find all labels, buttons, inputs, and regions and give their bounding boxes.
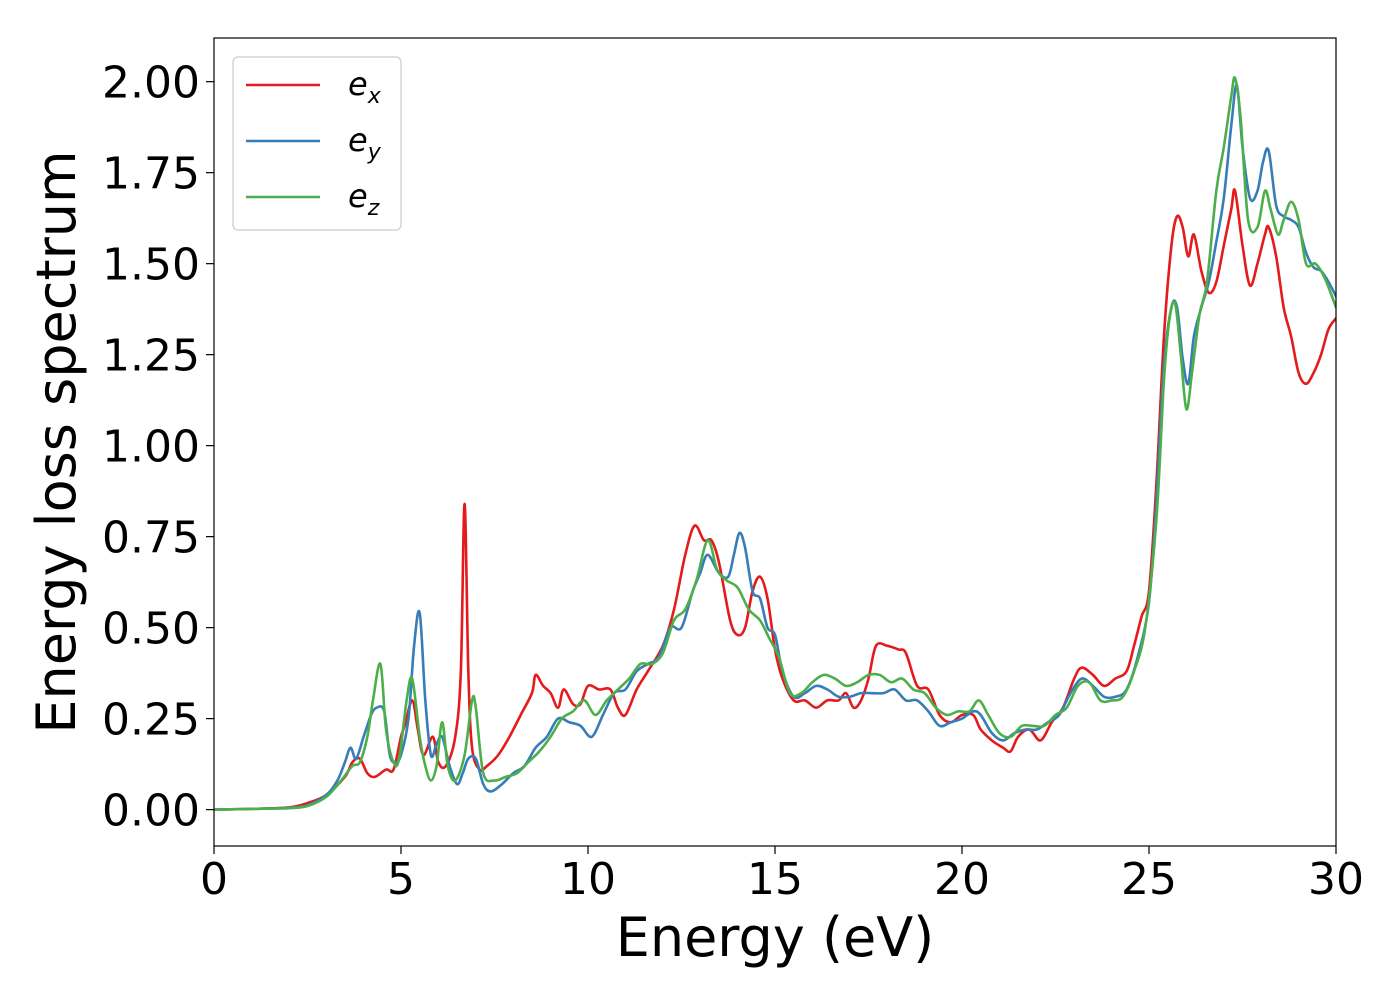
y-axis-label: Energy loss spectrum	[25, 150, 88, 733]
x-tick-label: 25	[1121, 854, 1177, 905]
y-tick-label: 0.00	[102, 786, 200, 837]
y-axis-ticks: 0.00 0.25 0.50 0.75 1.00 1.25 1.50 1.75 2.00	[102, 58, 214, 837]
legend-box	[232, 56, 402, 231]
legend: ex ey ez	[232, 56, 402, 231]
series-line-ez	[214, 76, 1336, 811]
series-line-ex	[214, 188, 1336, 811]
y-tick-label: 0.50	[102, 604, 200, 655]
x-tick-label: 0	[200, 854, 228, 905]
x-axis-ticks: 0 5 10 15 20 25 30	[200, 846, 1364, 905]
plot-area	[214, 76, 1336, 811]
x-tick-label: 15	[747, 854, 803, 905]
x-tick-label: 20	[934, 854, 990, 905]
y-tick-label: 0.25	[102, 695, 200, 746]
plot-frame	[213, 37, 1337, 847]
legend-label: ez	[348, 177, 380, 221]
y-tick-label: 1.25	[102, 331, 200, 382]
y-tick-label: 1.00	[102, 422, 200, 473]
y-tick-label: 0.75	[102, 513, 200, 564]
y-tick-label: 2.00	[102, 58, 200, 109]
y-tick-label: 1.75	[102, 149, 200, 200]
legend-label: ey	[348, 121, 382, 165]
x-tick-label: 10	[560, 854, 616, 905]
legend-label: ex	[348, 65, 382, 109]
y-tick-label: 1.50	[102, 240, 200, 291]
x-axis-label: Energy (eV)	[616, 906, 935, 969]
x-tick-label: 30	[1308, 854, 1364, 905]
x-tick-label: 5	[387, 854, 415, 905]
